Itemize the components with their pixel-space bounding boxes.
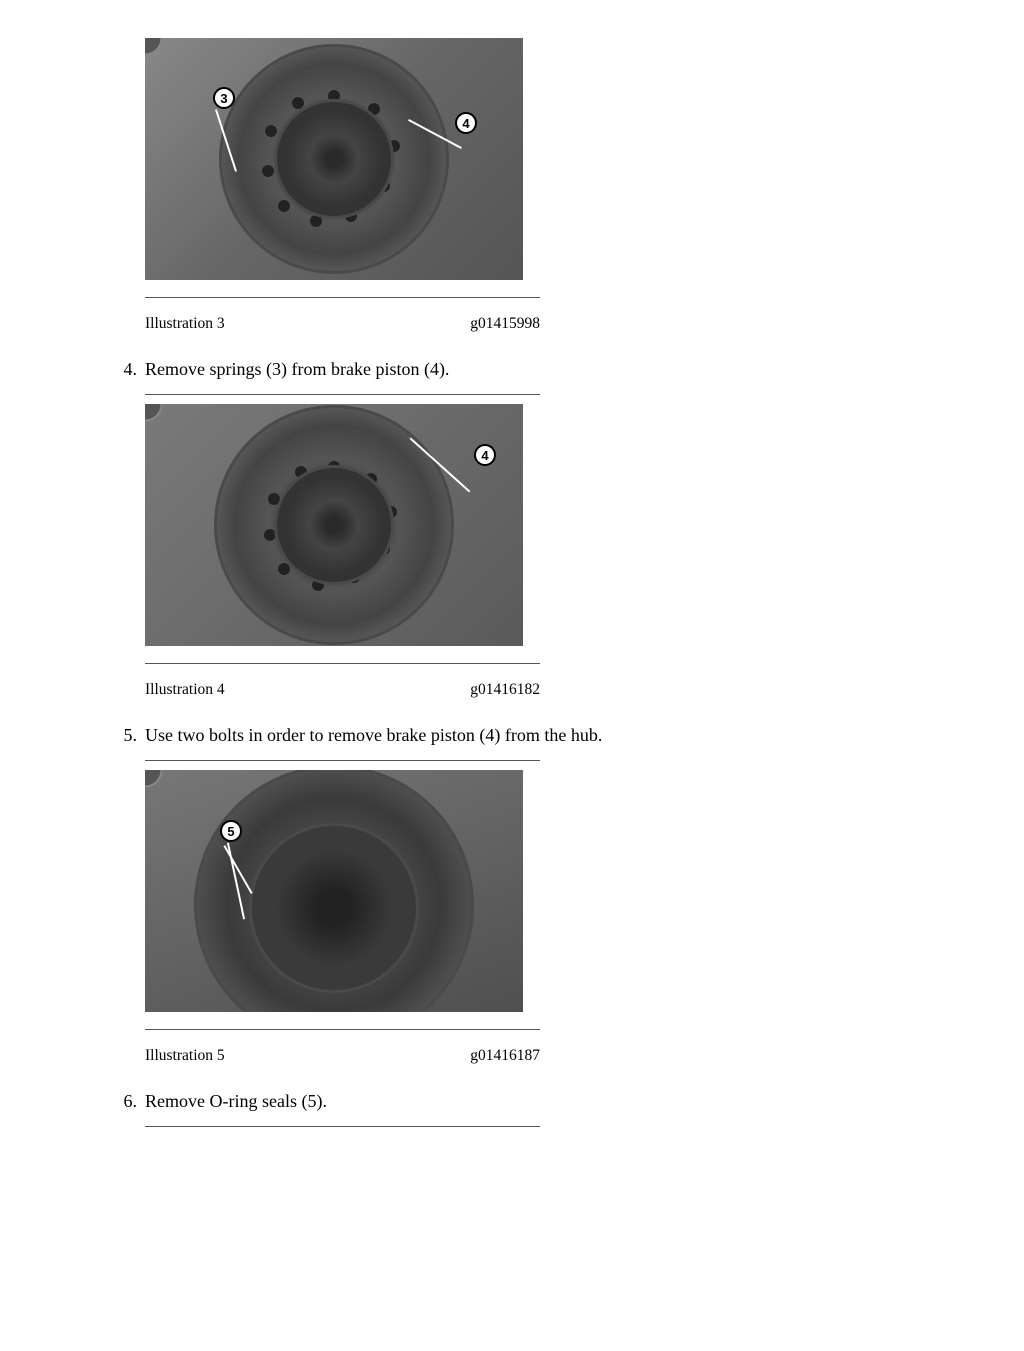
callout-4-fig3-label: 4 bbox=[462, 116, 469, 131]
step-6-divider bbox=[145, 1126, 540, 1127]
step-5: 5. Use two bolts in order to remove brak… bbox=[90, 725, 934, 746]
figure-3-divider bbox=[145, 297, 540, 298]
illustration-3-image: 3 4 bbox=[145, 38, 523, 280]
figure-3-caption: Illustration 3 g01415998 bbox=[145, 315, 540, 333]
step-4-text: Remove springs (3) from brake piston (4)… bbox=[145, 359, 934, 380]
figure-4-caption: Illustration 4 g01416182 bbox=[145, 681, 540, 699]
illustration-5-image: 5 bbox=[145, 770, 523, 1012]
step-6-number: 6. bbox=[90, 1091, 145, 1112]
figure-5-block: 5 Illustration 5 g01416187 bbox=[145, 770, 934, 1065]
figure-5-caption: Illustration 5 g01416187 bbox=[145, 1047, 540, 1065]
callout-5-label: 5 bbox=[227, 824, 234, 839]
figure-3-caption-label: Illustration 3 bbox=[145, 315, 225, 333]
figure-4-block: 4 Illustration 4 g01416182 bbox=[145, 404, 934, 699]
step-5-number: 5. bbox=[90, 725, 145, 746]
figure-5-caption-label: Illustration 5 bbox=[145, 1047, 225, 1065]
figure-4-image-id: g01416182 bbox=[470, 681, 540, 699]
callout-5: 5 bbox=[220, 820, 242, 842]
step-4-divider bbox=[145, 394, 540, 395]
step-5-text: Use two bolts in order to remove brake p… bbox=[145, 725, 934, 746]
figure-3-block: 3 4 Illustration 3 g01415998 bbox=[145, 38, 934, 333]
step-6-text: Remove O-ring seals (5). bbox=[145, 1091, 934, 1112]
illustration-4-image: 4 bbox=[145, 404, 523, 646]
figure-4-divider bbox=[145, 663, 540, 664]
callout-4-fig4: 4 bbox=[474, 444, 496, 466]
step-4-number: 4. bbox=[90, 359, 145, 380]
callout-3-label: 3 bbox=[220, 91, 227, 106]
figure-5-divider bbox=[145, 1029, 540, 1030]
callout-3: 3 bbox=[213, 87, 235, 109]
figure-5-image-id: g01416187 bbox=[470, 1047, 540, 1065]
step-6: 6. Remove O-ring seals (5). bbox=[90, 1091, 934, 1112]
step-4: 4. Remove springs (3) from brake piston … bbox=[90, 359, 934, 380]
step-5-divider bbox=[145, 760, 540, 761]
figure-3-image-id: g01415998 bbox=[470, 315, 540, 333]
figure-4-caption-label: Illustration 4 bbox=[145, 681, 225, 699]
callout-4-fig4-label: 4 bbox=[481, 448, 488, 463]
callout-4-fig3: 4 bbox=[455, 112, 477, 134]
